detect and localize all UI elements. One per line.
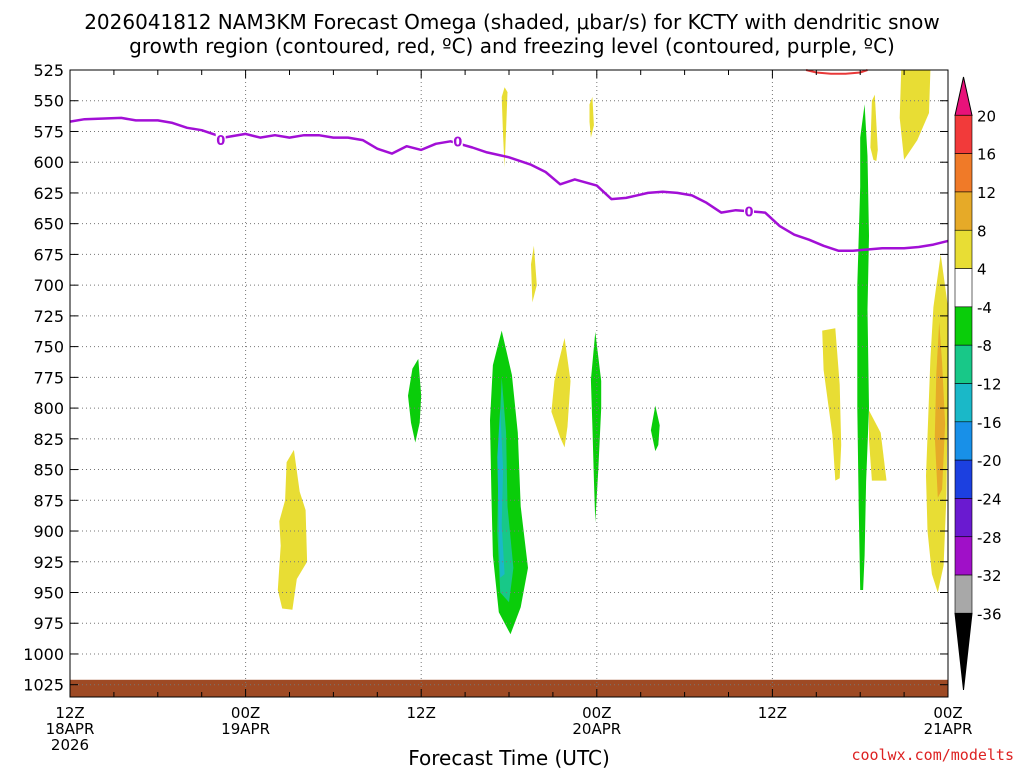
x-tick-label1-0: 12Z bbox=[55, 704, 84, 722]
omega-area-6 bbox=[870, 94, 878, 161]
dgz-contour bbox=[805, 69, 868, 75]
freezing-label-bg-0 bbox=[215, 132, 226, 148]
y-tick-label-550: 550 bbox=[33, 92, 64, 111]
contour-layer: 0 0 0 bbox=[69, 69, 949, 252]
y-tick-label-675: 675 bbox=[33, 245, 64, 264]
freezing-label-bg-1 bbox=[452, 133, 463, 149]
freezing-level-label-2: 0 bbox=[744, 205, 753, 220]
x-tick-label1-48: 12Z bbox=[758, 704, 787, 722]
y-tick-label-775: 775 bbox=[33, 368, 64, 387]
omega-shading-layer bbox=[277, 70, 948, 635]
x-tick-label1-60: 00Z bbox=[933, 704, 962, 722]
colorbar-label-11: -28 bbox=[977, 529, 1002, 547]
colorbar-seg-11 bbox=[954, 498, 973, 538]
x-tick-label1-12: 00Z bbox=[231, 704, 260, 722]
y-tick-label-975: 975 bbox=[33, 614, 64, 633]
chart-title-line1: 2026041812 NAM3KM Forecast Omega (shaded… bbox=[84, 10, 940, 34]
omega-area-4 bbox=[551, 338, 571, 448]
y-tick-label-625: 625 bbox=[33, 184, 64, 203]
colorbar-label-13: -36 bbox=[977, 605, 1002, 623]
colorbar-seg-1 bbox=[954, 115, 973, 154]
y-tick-label-850: 850 bbox=[33, 461, 64, 480]
freezing-level-label-1: 0 bbox=[453, 135, 462, 150]
freezing-level-contour bbox=[69, 116, 949, 252]
colorbar-seg-4 bbox=[954, 229, 973, 269]
omega-area-11 bbox=[408, 358, 422, 443]
chart-title-line2: growth region (contoured, red, ºC) and f… bbox=[129, 34, 895, 58]
y-tick-label-575: 575 bbox=[33, 122, 64, 141]
colorbar-seg-7 bbox=[954, 344, 973, 384]
x-tick-label3-0: 2026 bbox=[51, 736, 89, 754]
omega-area-3 bbox=[531, 245, 537, 303]
colorbar-seg-5 bbox=[954, 268, 973, 308]
colorbar-label-6: -8 bbox=[977, 337, 992, 355]
y-tick-label-825: 825 bbox=[33, 430, 64, 449]
colorbar-bottom-triangle bbox=[954, 612, 973, 691]
colorbar-label-4: 4 bbox=[977, 261, 987, 279]
colorbar-label-1: 16 bbox=[977, 146, 996, 164]
colorbar-label-8: -16 bbox=[977, 414, 1002, 432]
y-tick-label-650: 650 bbox=[33, 215, 64, 234]
colorbar-label-10: -24 bbox=[977, 490, 1002, 508]
x-tick-label2-0: 18APR bbox=[46, 720, 95, 738]
colorbar-seg-6 bbox=[954, 306, 973, 346]
colorbar-label-3: 8 bbox=[977, 222, 987, 240]
colorbar-label-5: -4 bbox=[977, 299, 992, 317]
omega-area-8 bbox=[869, 410, 887, 481]
omega-area-10 bbox=[934, 322, 946, 498]
colorbar-label-2: 12 bbox=[977, 184, 996, 202]
colorbar-seg-8 bbox=[954, 383, 973, 423]
y-tick-label-950: 950 bbox=[33, 584, 64, 603]
colorbar: 20 16 12 8 4 -4 -8 -12 -16 -20 -24 -28 -32 -36 bbox=[954, 76, 1002, 691]
colorbar-label-12: -32 bbox=[977, 567, 1002, 585]
omega-area-7 bbox=[899, 70, 931, 160]
omega-area-17 bbox=[497, 408, 505, 578]
x-tick-label2-12: 19APR bbox=[221, 720, 270, 738]
freezing-level-label-0: 0 bbox=[216, 134, 225, 149]
x-tick-label2-36: 20APR bbox=[572, 720, 621, 738]
y-tick-label-1000: 1000 bbox=[23, 645, 64, 664]
x-tick-label2-60: 21APR bbox=[924, 720, 973, 738]
omega-area-5 bbox=[822, 328, 842, 481]
x-tick-label1-24: 12Z bbox=[407, 704, 436, 722]
omega-area-15 bbox=[857, 104, 869, 591]
y-tick-label-925: 925 bbox=[33, 553, 64, 572]
colorbar-seg-13 bbox=[954, 574, 973, 614]
omega-area-0 bbox=[277, 449, 308, 610]
x-tick-label1-36: 00Z bbox=[582, 704, 611, 722]
colorbar-seg-2 bbox=[954, 153, 973, 193]
colorbar-seg-12 bbox=[954, 536, 973, 576]
y-tick-label-725: 725 bbox=[33, 307, 64, 326]
y-tick-label-600: 600 bbox=[33, 153, 64, 172]
omega-area-13 bbox=[590, 331, 602, 523]
colorbar-top-triangle bbox=[954, 76, 973, 116]
y-tick-label-750: 750 bbox=[33, 338, 64, 357]
omega-area-2 bbox=[589, 97, 594, 138]
omega-area-1 bbox=[501, 87, 508, 168]
colorbar-label-9: -20 bbox=[977, 452, 1002, 470]
colorbar-label-0: 20 bbox=[977, 107, 996, 125]
colorbar-seg-3 bbox=[954, 191, 973, 231]
x-axis-title: Forecast Time (UTC) bbox=[408, 746, 610, 768]
omega-area-14 bbox=[650, 405, 660, 452]
y-axis-ticks: 525 550 575 600 625 650 675 700 725 750 775 800 825 8… bbox=[23, 61, 948, 695]
y-tick-label-1025: 1025 bbox=[23, 676, 64, 695]
colorbar-seg-9 bbox=[954, 421, 973, 461]
y-tick-label-875: 875 bbox=[33, 491, 64, 510]
colorbar-seg-10 bbox=[954, 459, 973, 499]
colorbar-label-7: -12 bbox=[977, 376, 1002, 394]
y-tick-label-525: 525 bbox=[33, 61, 64, 80]
freezing-label-bg-2 bbox=[743, 203, 754, 219]
y-tick-label-800: 800 bbox=[33, 399, 64, 418]
y-tick-label-700: 700 bbox=[33, 276, 64, 295]
y-tick-label-900: 900 bbox=[33, 522, 64, 541]
credit-text[interactable]: coolwx.com/modelts bbox=[851, 746, 1014, 764]
